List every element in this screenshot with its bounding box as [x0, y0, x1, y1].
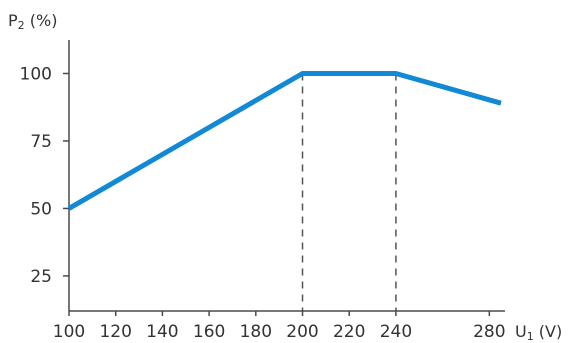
x-tick-label: 180 [240, 322, 272, 342]
x-axis-title-sub: 1 [527, 330, 534, 343]
x-tick-label: 120 [99, 322, 131, 342]
x-tick-label: 200 [286, 322, 318, 342]
y-ticks: 25 50 75 100 [20, 64, 69, 287]
x-tick-label: 240 [380, 322, 412, 342]
x-tick-label: 100 [53, 322, 85, 342]
y-tick-label: 75 [30, 132, 52, 152]
x-axis-title-unit: (V) [534, 322, 563, 341]
x-tick-label: 280 [473, 322, 505, 342]
x-axis-title: U1 (V) [515, 322, 562, 343]
y-axis-title: P2 (%) [8, 11, 57, 32]
y-tick-label: 50 [30, 199, 52, 219]
y-axis-title-sub: 2 [18, 19, 25, 32]
axes [68, 40, 505, 312]
x-tick-label: 220 [333, 322, 365, 342]
x-ticks: 100 120 140 160 180 200 220 240 280 [53, 311, 506, 342]
y-axis-title-unit: (%) [25, 11, 58, 30]
x-tick-label: 140 [146, 322, 178, 342]
y-tick-label: 100 [20, 64, 52, 84]
series-line [67, 71, 502, 211]
y-tick-label: 25 [30, 267, 52, 287]
series-group [67, 71, 502, 211]
x-tick-label: 160 [193, 322, 225, 342]
y-axis-title-main: P [8, 11, 18, 30]
x-axis-title-main: U [515, 322, 527, 341]
guide-lines [301, 73, 397, 311]
